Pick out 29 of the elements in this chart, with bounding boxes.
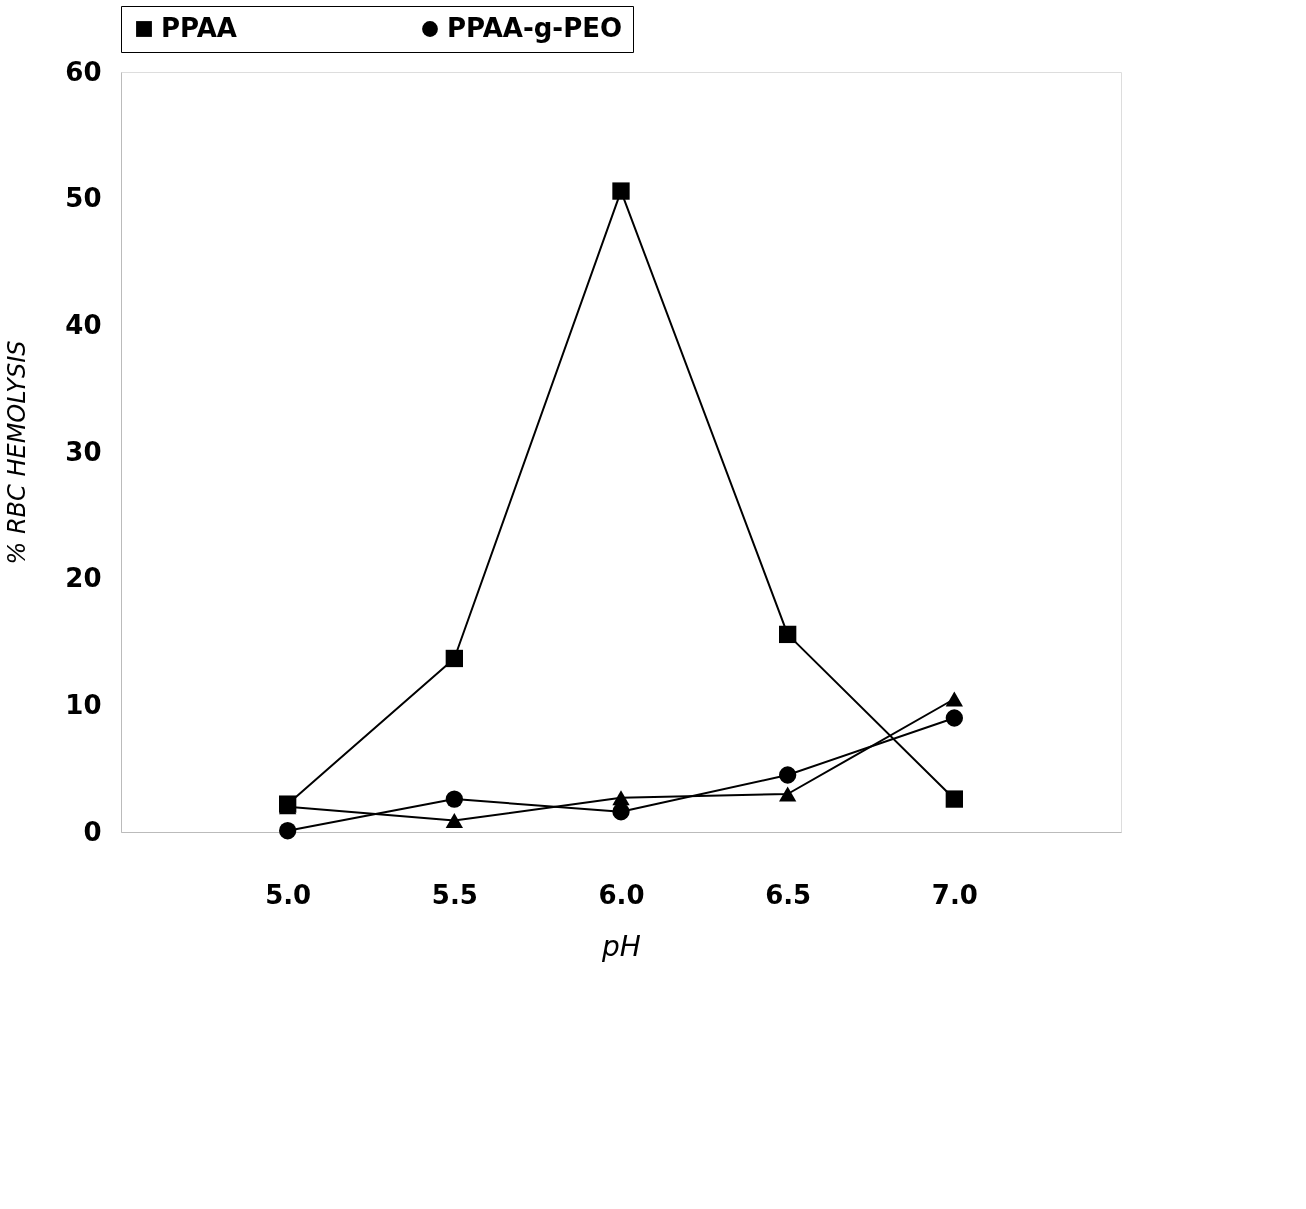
legend-label: PPAA-g-PEO xyxy=(447,13,623,43)
x-tick-label: 6.5 xyxy=(765,879,812,910)
y-tick-label: 40 xyxy=(65,309,102,340)
point xyxy=(279,822,297,840)
y-tick-label: 20 xyxy=(65,563,102,594)
y-axis-title: % RBC HEMOLYSIS xyxy=(3,340,32,565)
point xyxy=(445,790,463,808)
x-tick-label: 5.0 xyxy=(265,879,312,910)
point xyxy=(612,803,630,821)
point xyxy=(945,691,963,707)
point xyxy=(945,790,963,808)
point xyxy=(445,649,463,668)
y-tick-label: 30 xyxy=(65,436,102,467)
legend-label: PPAA xyxy=(161,13,237,43)
point xyxy=(612,182,630,200)
y-tick-label: 0 xyxy=(83,816,102,847)
x-tick-label: 5.5 xyxy=(431,879,478,910)
point xyxy=(945,709,963,727)
y-tick-label: 50 xyxy=(65,183,102,214)
x-tick-label: 7.0 xyxy=(931,879,978,910)
y-tick-label: 60 xyxy=(65,56,102,87)
x-axis-title: pH xyxy=(601,929,641,963)
point xyxy=(779,625,797,644)
y-tick-label: 10 xyxy=(65,689,102,720)
point xyxy=(445,813,463,829)
x-tick-label: 6.0 xyxy=(598,879,645,910)
point xyxy=(779,786,797,802)
point xyxy=(612,790,630,806)
point xyxy=(779,766,797,784)
